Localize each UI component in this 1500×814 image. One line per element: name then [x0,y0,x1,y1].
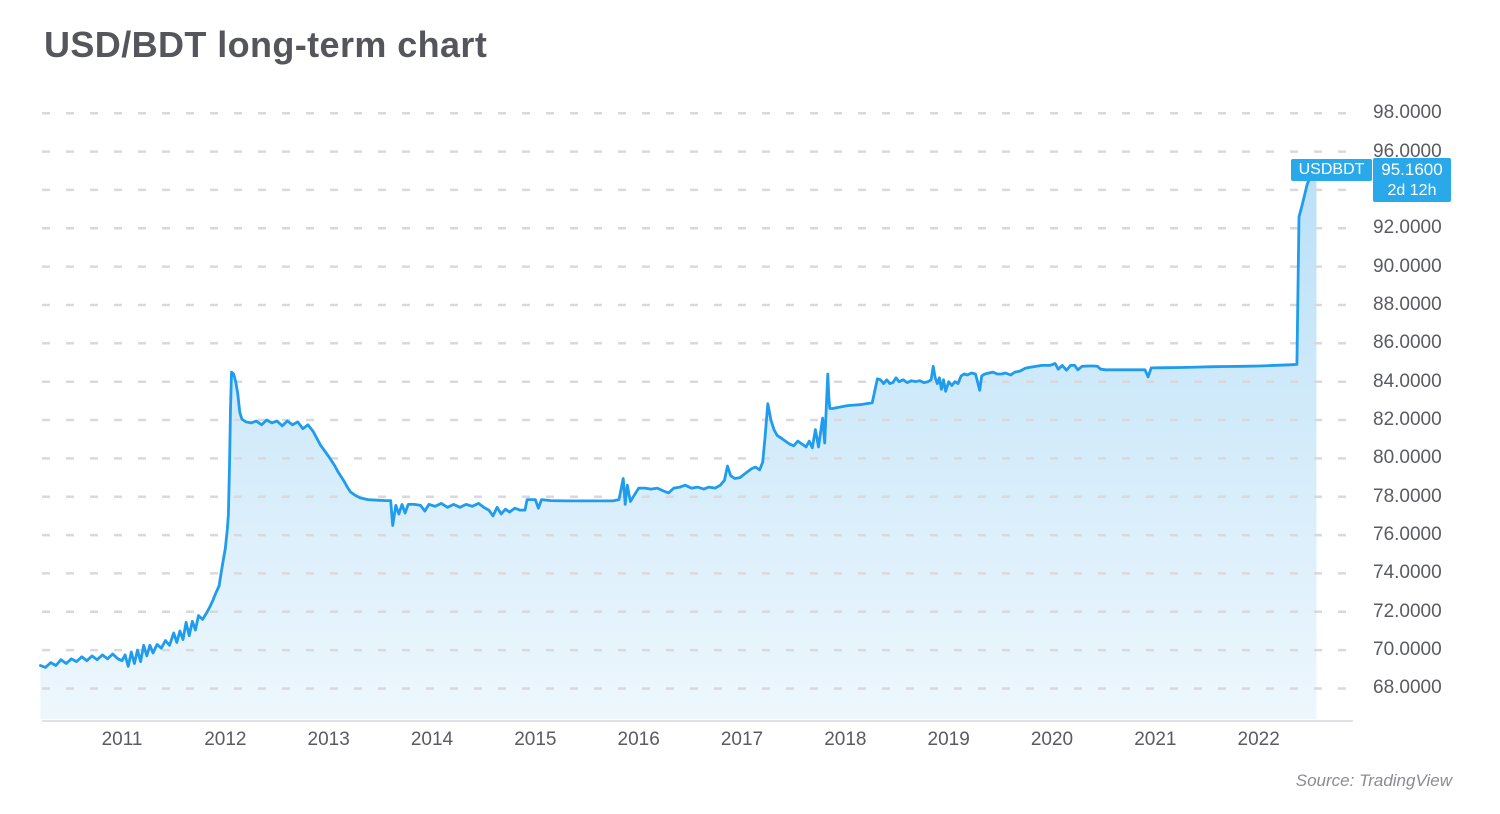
gridlines [42,111,1353,690]
price-label: 95.1600 2d 12h [1373,158,1451,202]
x-tick-label: 2015 [514,729,557,750]
y-tick-label: 88.0000 [1373,293,1442,315]
y-tick-label: 76.0000 [1373,524,1442,546]
x-tick-label: 2017 [720,729,764,750]
x-tick-label: 2013 [307,729,350,750]
y-tick-label: 92.0000 [1373,217,1442,239]
symbol-tag: USDBDT [1291,159,1372,181]
y-tick-label: 70.0000 [1373,639,1442,661]
y-tick-label: 74.0000 [1373,562,1442,584]
y-tick-label: 90.0000 [1373,255,1442,277]
price-line [39,166,1318,669]
x-tick-label: 2019 [927,729,970,750]
y-tick-label: 82.0000 [1373,409,1442,431]
price-value: 95.1600 [1381,160,1443,179]
y-tick-label: 86.0000 [1373,332,1442,354]
y-tick-label: 68.0000 [1373,677,1442,699]
x-tick-label: 2021 [1134,729,1177,750]
y-tick-label: 80.0000 [1373,447,1442,469]
x-tick-label: 2014 [410,729,454,750]
x-tick-label: 2022 [1237,729,1280,750]
area-fill [40,167,1317,719]
x-tick-label: 2012 [204,729,247,750]
x-tick-label: 2016 [617,729,660,750]
y-tick-label: 78.0000 [1373,485,1442,507]
source-credit: Source: TradingView [1295,771,1452,790]
page-title: USD/BDT long-term chart [44,24,488,65]
y-tick-label: 84.0000 [1373,370,1442,392]
y-tick-label: 98.0000 [1373,102,1442,124]
x-tick-label: 2018 [824,729,867,750]
y-tick-label: 96.0000 [1373,140,1442,162]
x-tick-label: 2011 [101,729,143,750]
y-tick-label: 72.0000 [1373,600,1442,622]
x-tick-label: 2020 [1030,729,1074,750]
price-countdown: 2d 12h [1387,182,1437,199]
